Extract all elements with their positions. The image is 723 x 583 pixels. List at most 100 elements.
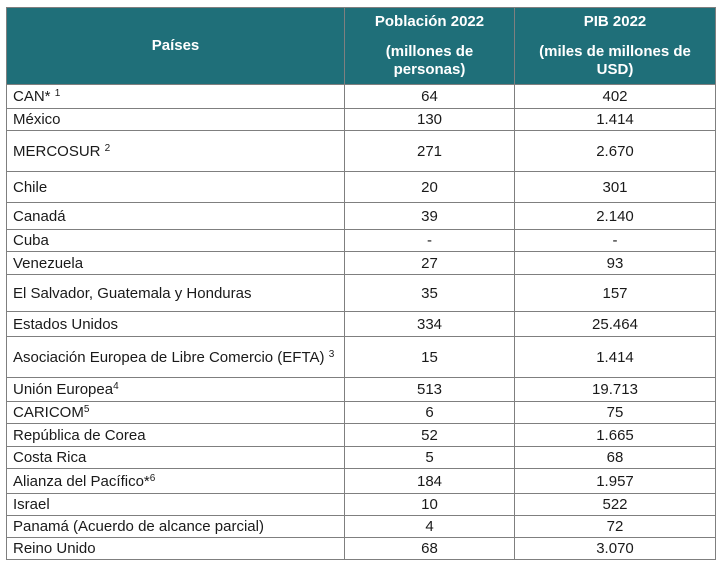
country-name: MERCOSUR	[13, 142, 105, 160]
country-cell: CARICOM5	[6, 401, 345, 424]
table-container: Países Población 2022 (millones de perso…	[6, 7, 716, 560]
country-name: CAN*	[13, 88, 55, 105]
gdp-header-unit: (miles de millones de USD)	[539, 43, 691, 78]
gdp-cell: 72	[514, 515, 716, 538]
country-cell: El Salvador, Guatemala y Honduras	[6, 274, 345, 312]
gdp-cell: 1.665	[514, 423, 716, 447]
table-row: Cuba - -	[6, 229, 716, 252]
country-name: Venezuela	[13, 254, 84, 272]
country-name: Reino Unido	[13, 540, 96, 557]
table-row: Estados Unidos 334 25.464	[6, 311, 716, 337]
gdp-cell: 19.713	[514, 377, 716, 402]
population-cell: 15	[344, 336, 515, 378]
country-name: México	[13, 111, 61, 128]
population-cell: 4	[344, 515, 515, 538]
population-cell: 513	[344, 377, 515, 402]
population-cell: 52	[344, 423, 515, 447]
country-cell: Panamá (Acuerdo de alcance parcial)	[6, 515, 345, 538]
country-cell: Canadá	[6, 202, 345, 230]
population-cell: 5	[344, 446, 515, 469]
trade-agreements-table: Países Población 2022 (millones de perso…	[6, 7, 716, 560]
table-row: Costa Rica 5 68	[6, 446, 716, 469]
footnote-marker: 3	[328, 348, 335, 360]
country-name: República de Corea	[13, 426, 146, 444]
gdp-column-header: PIB 2022 (miles de millones de USD)	[514, 7, 716, 85]
population-cell: 27	[344, 251, 515, 275]
population-header-title: Población 2022	[374, 13, 485, 30]
country-cell: Chile	[6, 171, 345, 203]
gdp-cell: 3.070	[514, 537, 716, 560]
country-cell: Cuba	[6, 229, 345, 252]
country-name: Israel	[13, 496, 50, 513]
country-name: El Salvador, Guatemala y Honduras	[13, 284, 252, 302]
country-cell: República de Corea	[6, 423, 345, 447]
population-cell: 184	[344, 468, 515, 494]
gdp-cell: 522	[514, 493, 716, 516]
population-cell: -	[344, 229, 515, 252]
country-name: Cuba	[13, 232, 49, 249]
footnote-marker: 6	[149, 472, 156, 484]
country-header-label: Países	[151, 37, 200, 54]
country-cell: Unión Europea4	[6, 377, 345, 402]
country-cell: MERCOSUR 2	[6, 130, 345, 172]
gdp-cell: 25.464	[514, 311, 716, 337]
population-cell: 39	[344, 202, 515, 230]
gdp-cell: 301	[514, 171, 716, 203]
footnote-marker: 5	[83, 404, 90, 415]
population-cell: 130	[344, 108, 515, 131]
country-cell: Estados Unidos	[6, 311, 345, 337]
country-name: Chile	[13, 178, 48, 196]
country-cell: Venezuela	[6, 251, 345, 275]
table-row: Unión Europea4 513 19.713	[6, 377, 716, 402]
country-cell: Israel	[6, 493, 345, 516]
population-cell: 64	[344, 84, 515, 109]
table-row: Israel 10 522	[6, 493, 716, 516]
table-row: Reino Unido 68 3.070	[6, 537, 716, 560]
footnote-marker: 4	[113, 381, 119, 392]
header-row: Países Población 2022 (millones de perso…	[6, 7, 716, 85]
population-cell: 20	[344, 171, 515, 203]
footnote-marker: 2	[104, 142, 111, 154]
population-cell: 10	[344, 493, 515, 516]
gdp-cell: 75	[514, 401, 716, 424]
country-column-header: Países	[6, 7, 345, 85]
gdp-cell: 2.670	[514, 130, 716, 172]
country-name: Panamá (Acuerdo de alcance parcial)	[13, 518, 264, 535]
table-row: Chile 20 301	[6, 171, 716, 203]
footnote-marker: 1	[54, 88, 61, 99]
country-name: Costa Rica	[13, 449, 87, 466]
table-row: MERCOSUR 2 271 2.670	[6, 130, 716, 172]
population-header-unit: (millones de personas)	[385, 43, 474, 78]
table-row: Venezuela 27 93	[6, 251, 716, 275]
country-cell: Reino Unido	[6, 537, 345, 560]
table-row: República de Corea 52 1.665	[6, 423, 716, 447]
gdp-cell: 93	[514, 251, 716, 275]
population-cell: 35	[344, 274, 515, 312]
country-cell: México	[6, 108, 345, 131]
gdp-header-title: PIB 2022	[583, 13, 647, 30]
country-name: Alianza del Pacífico*	[13, 472, 150, 490]
gdp-cell: 157	[514, 274, 716, 312]
country-cell: Costa Rica	[6, 446, 345, 469]
population-cell: 334	[344, 311, 515, 337]
population-cell: 271	[344, 130, 515, 172]
country-cell: Alianza del Pacífico*6	[6, 468, 345, 494]
gdp-cell: 1.957	[514, 468, 716, 494]
table-row: CAN* 1 64 402	[6, 84, 716, 109]
population-cell: 68	[344, 537, 515, 560]
table-row: Asociación Europea de Libre Comercio (EF…	[6, 336, 716, 378]
table-row: Alianza del Pacífico*6 184 1.957	[6, 468, 716, 494]
gdp-cell: 68	[514, 446, 716, 469]
table-row: CARICOM5 6 75	[6, 401, 716, 424]
country-name: Unión Europea	[13, 381, 114, 398]
gdp-cell: 1.414	[514, 108, 716, 131]
population-cell: 6	[344, 401, 515, 424]
table-row: Canadá 39 2.140	[6, 202, 716, 230]
table-row: Panamá (Acuerdo de alcance parcial) 4 72	[6, 515, 716, 538]
country-name: CARICOM	[13, 404, 84, 421]
gdp-cell: 2.140	[514, 202, 716, 230]
country-cell: CAN* 1	[6, 84, 345, 109]
gdp-cell: 1.414	[514, 336, 716, 378]
country-name: Estados Unidos	[13, 315, 119, 333]
country-cell: Asociación Europea de Libre Comercio (EF…	[6, 336, 345, 378]
